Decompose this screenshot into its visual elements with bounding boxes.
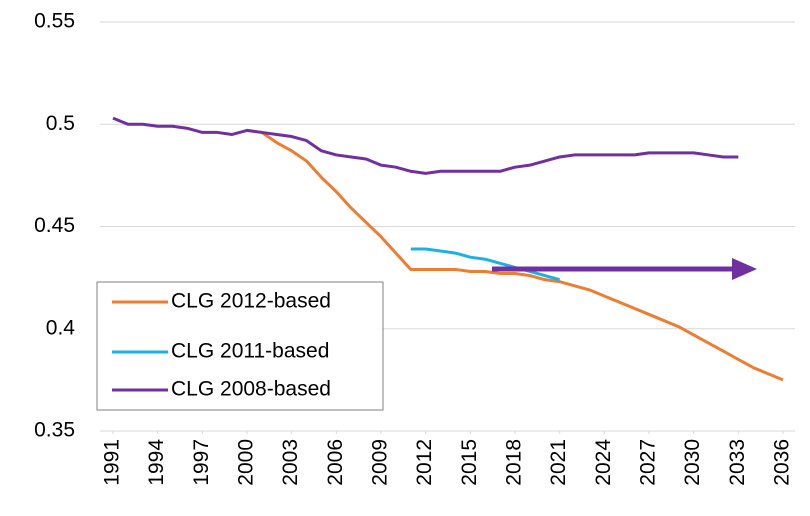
legend-label: CLG 2008-based xyxy=(171,378,331,401)
series-line xyxy=(112,116,739,175)
legend-label: CLG 2012-based xyxy=(171,290,331,313)
x-tick-label: 2009 xyxy=(369,439,392,486)
x-tick-label: 1997 xyxy=(190,439,213,486)
x-tick-label: 2006 xyxy=(324,439,347,486)
arrow-annotation xyxy=(492,258,757,280)
x-tick-label: 2018 xyxy=(503,439,526,486)
legend: CLG 2012-based CLG 2011-based CLG 2008-bas… xyxy=(96,281,384,411)
legend-label: CLG 2011-based xyxy=(171,340,329,363)
x-tick-label: 2012 xyxy=(413,439,436,486)
y-tick-label: 0.5 xyxy=(46,112,75,135)
plot xyxy=(112,116,784,382)
y-tick-label: 0.45 xyxy=(34,214,75,237)
arrow-head xyxy=(732,258,757,280)
x-tick-label: 2027 xyxy=(637,439,660,486)
series-line xyxy=(410,247,561,282)
x-tick-label: 2024 xyxy=(592,439,615,486)
series-line xyxy=(246,128,784,382)
x-tick-label: 2036 xyxy=(771,439,794,486)
y-tick-label: 0.4 xyxy=(46,316,76,339)
grid: 0.35 0.4 0.45 0.5 0.55 1991 1994 1997 2000 2003 20… xyxy=(34,10,795,486)
x-tick-label: 1994 xyxy=(145,439,168,486)
x-tick-label: 2000 xyxy=(235,439,258,486)
x-tick-label: 2033 xyxy=(726,439,749,486)
x-tick-label: 1991 xyxy=(101,439,124,486)
x-tick-label: 2003 xyxy=(279,439,302,486)
x-tick-label: 2015 xyxy=(458,439,481,486)
x-tick-label: 2030 xyxy=(681,439,704,486)
y-tick-label: 0.35 xyxy=(34,419,75,442)
x-tick-label: 2021 xyxy=(547,439,570,486)
y-tick-label: 0.55 xyxy=(34,10,75,33)
